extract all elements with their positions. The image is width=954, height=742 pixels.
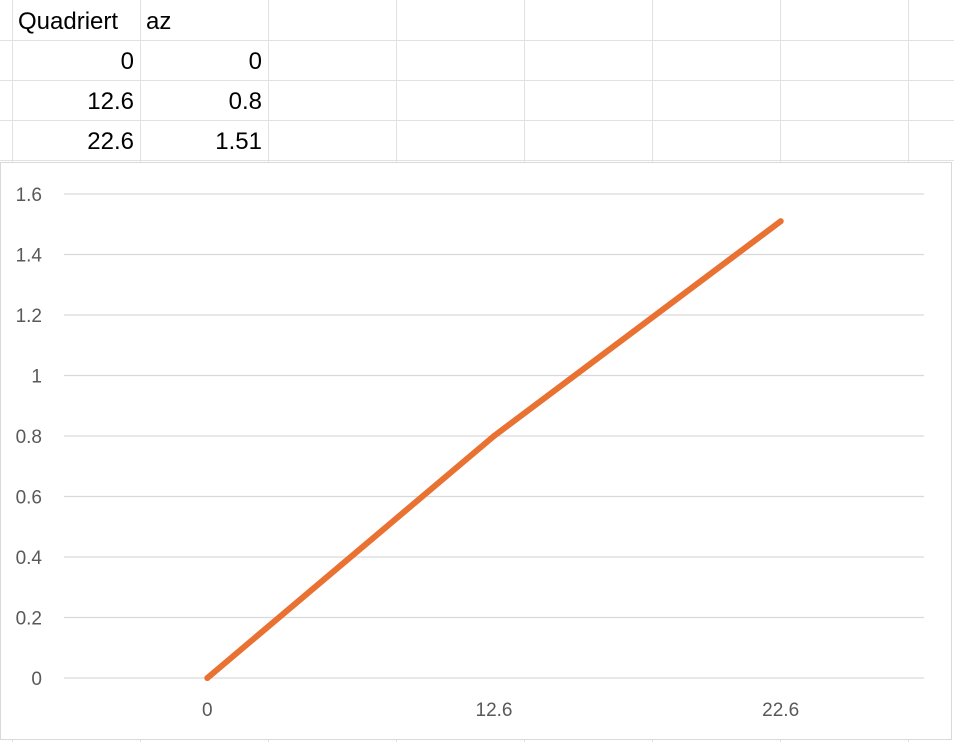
data-point[interactable] <box>777 218 784 225</box>
y-tick-label: 1.6 <box>16 185 42 206</box>
row-divider <box>0 40 954 41</box>
row-divider <box>0 80 954 81</box>
y-tick-label: 0.2 <box>16 609 42 630</box>
data-point[interactable] <box>491 433 497 439</box>
series-line-0[interactable] <box>204 218 784 681</box>
y-tick-label: 1.2 <box>16 306 42 327</box>
cell-quadriert-row2[interactable]: 12.6 <box>87 88 134 115</box>
cell-quadriert-row3[interactable]: 22.6 <box>87 128 134 155</box>
cell-quadriert-row1[interactable]: 0 <box>120 48 134 75</box>
row-divider <box>0 160 954 161</box>
y-tick-label: 0.4 <box>16 548 43 569</box>
x-axis-labels: 0 12.6 22.6 <box>202 700 799 721</box>
x-tick-label: 12.6 <box>476 700 513 721</box>
row-divider <box>0 120 954 121</box>
line-chart[interactable]: 0 0.2 0.4 0.6 0.8 1 1.2 1.4 1.6 0 12.6 22.6 <box>0 162 952 740</box>
y-tick-label: 0.6 <box>16 488 42 509</box>
y-tick-label: 1 <box>31 367 42 388</box>
chart-plot: 0 0.2 0.4 0.6 0.8 1 1.2 1.4 1.6 0 12.6 22.6 <box>16 185 924 721</box>
y-tick-label: 1.4 <box>16 246 43 267</box>
cell-az-row2[interactable]: 0.8 <box>228 88 262 115</box>
y-tick-label: 0 <box>31 669 42 690</box>
cell-header-quadriert[interactable]: Quadriert <box>18 8 119 35</box>
cell-az-row1[interactable]: 0 <box>248 48 262 75</box>
data-point[interactable] <box>204 675 211 681</box>
cell-header-az[interactable]: az <box>146 8 172 35</box>
chart-series[interactable] <box>204 218 784 681</box>
y-tick-label: 0.8 <box>16 427 42 448</box>
x-tick-label: 0 <box>202 700 213 721</box>
y-axis-labels: 0 0.2 0.4 0.6 0.8 1 1.2 1.4 1.6 <box>16 185 43 690</box>
cell-az-row3[interactable]: 1.51 <box>215 128 262 155</box>
x-tick-label: 22.6 <box>762 700 799 721</box>
